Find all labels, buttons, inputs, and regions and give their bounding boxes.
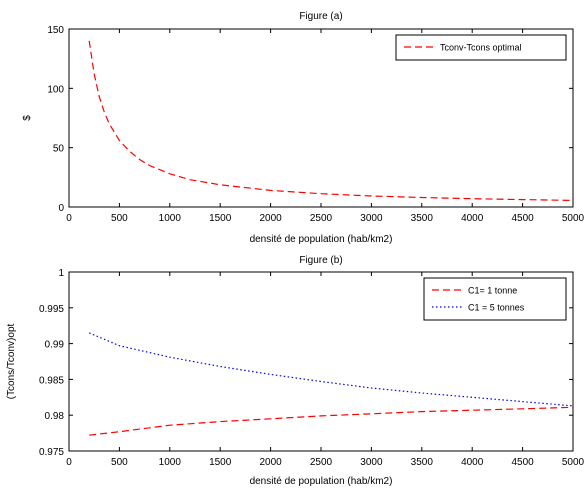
x-tick-label: 4500: [511, 213, 534, 224]
y-axis-label: (Tcons/Tconv)opt: [6, 323, 17, 399]
chart-title: Figure (b): [299, 255, 342, 266]
y-tick-label: 0.975: [39, 447, 64, 458]
x-axis-label: densité de population (hab/km2): [250, 234, 393, 245]
x-tick-label: 1000: [159, 213, 182, 224]
legend-label: C1 = 5 tonnes: [468, 303, 525, 313]
x-tick-label: 1500: [209, 457, 232, 468]
x-tick-label: 3500: [411, 213, 434, 224]
x-tick-label: 500: [111, 457, 128, 468]
legend-label: Tconv-Tcons optimal: [440, 43, 522, 53]
y-tick-label: 100: [47, 84, 64, 95]
legend-box: [423, 277, 567, 321]
y-tick-label: 0.98: [45, 411, 65, 422]
y-tick-label: 1: [58, 268, 64, 279]
chart-b: Figure (b) 0 500 1000 1500 2000 2500 3000 3500 40…: [6, 255, 585, 487]
x-tick-label: 4500: [511, 457, 534, 468]
x-tick-label: 3500: [411, 457, 434, 468]
x-tick-label: 3000: [360, 457, 383, 468]
x-tick-label: 2000: [259, 457, 282, 468]
x-tick-label: 1000: [159, 457, 182, 468]
x-tick-label: 5000: [562, 213, 585, 224]
x-tick-label: 1500: [209, 213, 232, 224]
chart-a: Figure (a)0 500 1000 1500 2000 2500 3000 3500 40…: [22, 11, 585, 245]
y-tick-label: 0: [58, 203, 64, 214]
y-tick-label: 0.985: [39, 375, 64, 386]
x-axis-label: densité de population (hab/km2): [250, 476, 393, 487]
y-tick-label: 0.995: [39, 304, 64, 315]
y-tick-label: 50: [53, 144, 65, 155]
legend: Tconv-Tcons optimal: [395, 34, 567, 61]
legend-box: [395, 34, 567, 61]
x-tick-label: 2500: [310, 213, 333, 224]
x-tick-label: 0: [66, 457, 72, 468]
y-tick-label: 150: [47, 25, 64, 36]
x-tick-label: 4000: [461, 457, 484, 468]
x-tick-label: 0: [66, 213, 72, 224]
y-tick-label: 0.99: [45, 340, 65, 351]
series-line-1: [89, 406, 574, 436]
chart-title: Figure (a): [299, 11, 342, 22]
x-tick-label: 5000: [562, 457, 585, 468]
y-axis-label: $: [22, 115, 33, 121]
x-tick-label: 2500: [310, 457, 333, 468]
x-tick-label: 500: [111, 213, 128, 224]
series-line-1: [88, 40, 574, 201]
legend: C1= 1 tonne C1 = 5 tonnes: [423, 277, 567, 321]
x-tick-label: 3000: [360, 213, 383, 224]
x-tick-label: 2000: [259, 213, 282, 224]
x-tick-label: 4000: [461, 213, 484, 224]
legend-label: C1= 1 tonne: [468, 286, 517, 296]
